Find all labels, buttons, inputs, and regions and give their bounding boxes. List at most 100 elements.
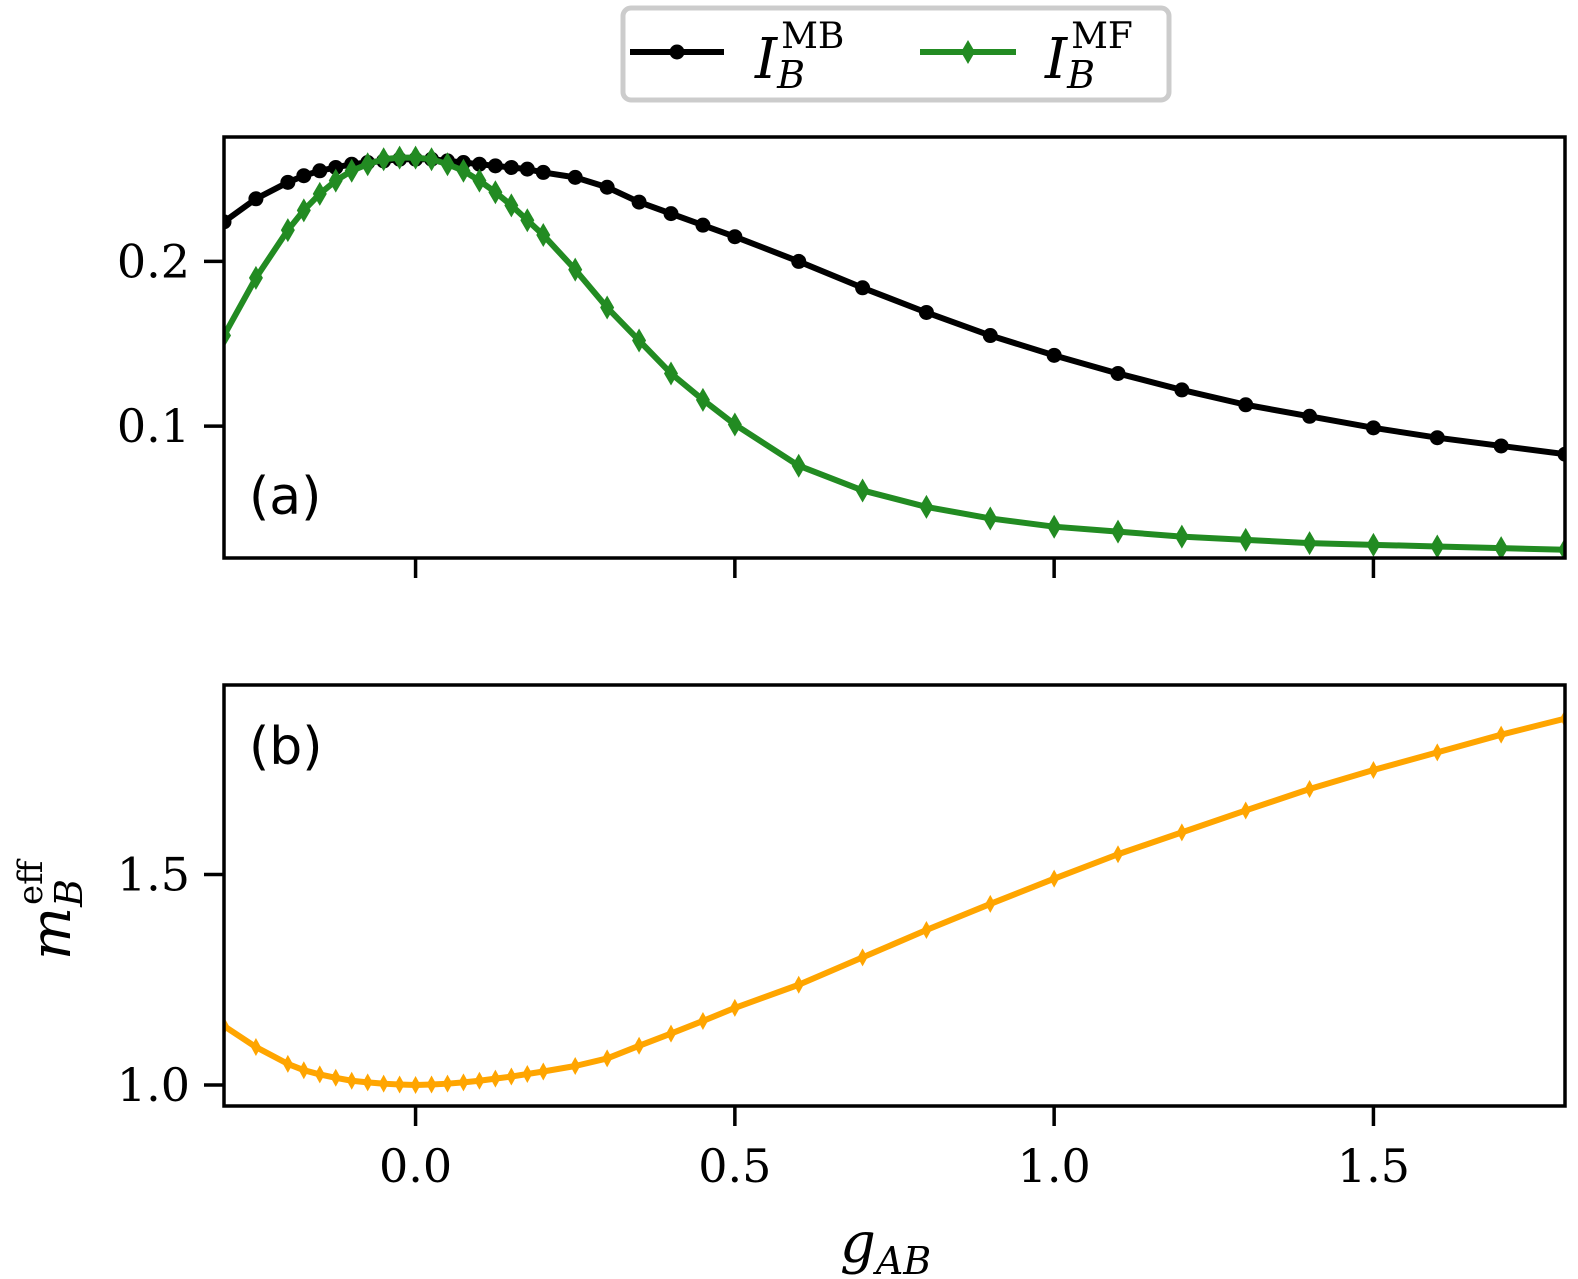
panel-a-point (982, 328, 998, 344)
panel-a-point (487, 158, 503, 174)
panel-a-point (695, 387, 710, 412)
panel-b-point (298, 1061, 309, 1080)
panel-a-point (440, 152, 455, 177)
panel-a-point (1493, 438, 1509, 454)
panel-b-point (490, 1069, 501, 1088)
panel-a-ticks: 0.1 0.2 (117, 234, 1376, 578)
panel-b-xtick-label: 1.5 (1337, 1139, 1410, 1193)
panel-a-point (536, 223, 551, 248)
panel-a-point (488, 180, 503, 205)
panel-a-point (1238, 397, 1254, 413)
panel-b-point (985, 894, 996, 913)
legend-frame (620, 5, 1172, 103)
panel-a-point (312, 181, 327, 206)
panel-b-point (314, 1065, 325, 1084)
panel-b-markers-0 (224, 709, 1565, 1094)
panel-a-point (567, 169, 583, 185)
panel-b-point (1496, 725, 1507, 744)
panel-a-point (503, 159, 519, 175)
panel-a-point (424, 147, 439, 172)
panel-a-point (1365, 420, 1381, 436)
panel-a-point (519, 161, 535, 177)
panel-a-point (695, 217, 711, 233)
panel-a-point (456, 158, 471, 183)
panel-b-point (1368, 761, 1379, 780)
panel-a-markers-1 (224, 145, 1565, 558)
panel-a-point (599, 179, 615, 195)
panel-a-point (631, 194, 647, 210)
panel-b-ticks: 0.0 0.5 1.0 1.5 1.0 1.5 (117, 847, 1410, 1193)
panel-a-point (535, 164, 551, 180)
panel-b-point (378, 1074, 389, 1093)
panel-a-point (918, 304, 934, 320)
panel-b-point (921, 921, 932, 940)
panel-a-ytick-label: 0.2 (117, 234, 190, 288)
panel-a-point (1557, 446, 1565, 462)
panel-a-point (1302, 531, 1317, 556)
x-axis-label: gAB (840, 1211, 931, 1279)
panel-a-line-1 (224, 154, 1565, 553)
panel-a: 0.1 0.2 (a) (117, 135, 1567, 578)
panel-b-ytick-label: 1.0 (117, 1058, 190, 1112)
panel-b-point (1113, 845, 1123, 864)
panel-a-point (600, 295, 615, 320)
panel-b-point (410, 1075, 421, 1094)
panel-b-point (793, 975, 804, 994)
legend-entry-mf: IBMF (920, 16, 1133, 97)
panel-a-point (248, 191, 264, 207)
panel-b-point (602, 1049, 613, 1068)
panel-a-point (1238, 527, 1253, 552)
panel-b-point (1240, 801, 1251, 820)
panel-a-point (1174, 524, 1189, 549)
panel-a-point (504, 193, 519, 218)
panel-a-point (520, 208, 535, 233)
panel-b-point (857, 948, 868, 967)
panel-b-point (282, 1054, 293, 1073)
panel-a-point (1302, 408, 1318, 424)
panel-a-label: (a) (249, 467, 321, 527)
panel-a-point (664, 361, 678, 386)
panel-b-point (538, 1062, 549, 1081)
panel-a-point (791, 253, 807, 269)
panel-a-point (1046, 347, 1062, 363)
panel-b-point (1304, 779, 1315, 798)
panel-a-markers-0 (224, 151, 1565, 462)
panel-a-frame (222, 135, 1567, 560)
legend-label: IBMF (1044, 16, 1133, 97)
panel-a-point (392, 145, 407, 170)
panel-a-point (344, 158, 359, 183)
panel-b-point (442, 1074, 453, 1093)
panel-b-point (330, 1068, 341, 1087)
panel-a-point (727, 412, 742, 437)
panel-a-point (296, 168, 312, 184)
panel-b-point (1176, 823, 1187, 842)
panel-a-point (1110, 365, 1126, 381)
panel-a-point (919, 494, 934, 519)
panel-b-point (362, 1073, 373, 1092)
panel-b-point (1432, 743, 1443, 762)
panel-b-point (506, 1067, 517, 1086)
panel-a-series (224, 145, 1565, 558)
panel-a-point (1174, 382, 1190, 398)
panel-a-point (1429, 430, 1445, 446)
panel-b-point (634, 1036, 645, 1055)
panel-a-line-0 (224, 156, 1565, 458)
legend-marker (961, 40, 975, 64)
panel-a-point (224, 214, 232, 230)
panel-b-point (1049, 869, 1060, 888)
panel-a-point (328, 159, 344, 175)
panel-a-point (1430, 534, 1445, 558)
panel-a-point (360, 152, 375, 177)
panel-a-point (328, 168, 343, 193)
panel-b-point (570, 1057, 581, 1076)
panel-a-point (1366, 532, 1381, 557)
panel-b-point (522, 1065, 533, 1084)
y-axis-label-group: mBeff (11, 858, 91, 960)
panel-b-point (666, 1024, 676, 1043)
panel-a-point (632, 328, 647, 353)
panel-b-xtick-label: 0.0 (379, 1139, 452, 1193)
panel-a-point (408, 145, 423, 170)
panel-b-xtick-label: 0.5 (698, 1139, 771, 1193)
panel-a-point (471, 156, 487, 172)
